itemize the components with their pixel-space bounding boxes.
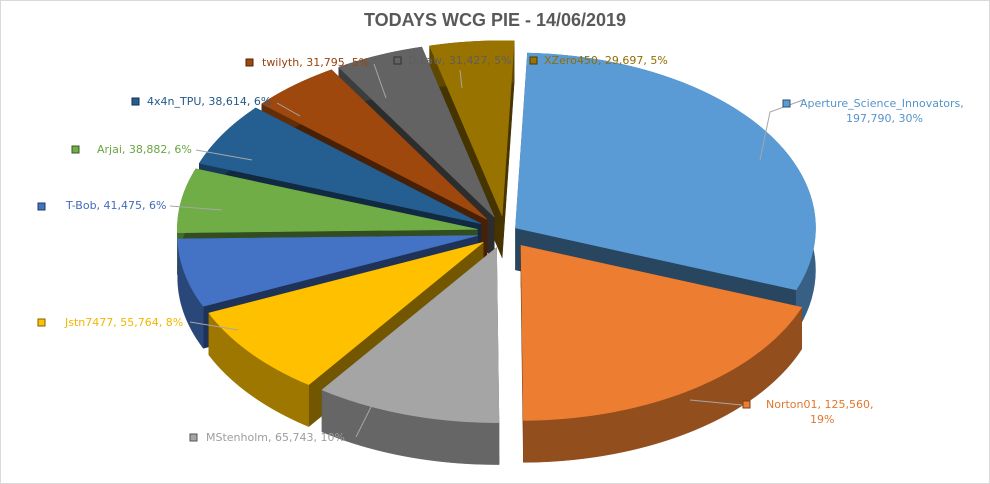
leader-line-t-bob — [169, 205, 223, 211]
data-label-jstn7477: Jstn7477, 55,764, 8% — [64, 316, 183, 329]
data-label-mstenholm: MStenholm, 65,743, 10% — [206, 431, 345, 444]
legend-key-aperture-science-innovators — [782, 99, 791, 108]
leader-line-jstn7477 — [189, 321, 239, 331]
leader-line-d-law — [459, 69, 463, 89]
data-label-aperture-science-innovators: Aperture_Science_Innovators, — [800, 97, 964, 110]
legend-key-arjai — [71, 145, 80, 154]
leader-line-norton01 — [689, 399, 743, 406]
leader-line-arjai — [195, 149, 253, 161]
legend-key-4x4n-tpu — [131, 97, 140, 106]
legend-key-xzero450 — [529, 56, 538, 65]
leader-line-mstenholm — [355, 404, 373, 438]
pie-slice-norton01 — [520, 245, 803, 463]
data-label-norton01-line2: 19% — [810, 413, 834, 426]
data-label-xzero450: XZero450, 29,697, 5% — [544, 54, 668, 67]
data-label-t-bob: T-Bob, 41,475, 6% — [65, 199, 166, 212]
legend-key-jstn7477 — [37, 318, 46, 327]
data-label-norton01: Norton01, 125,560, — [766, 398, 873, 411]
legend-key-norton01 — [742, 400, 751, 409]
legend-key-twilyth — [245, 58, 254, 67]
data-label-aperture-science-innovators-line2: 197,790, 30% — [846, 112, 923, 125]
legend-key-t-bob — [37, 202, 46, 211]
data-label-twilyth: twilyth, 31,795, 5% — [262, 56, 369, 69]
leader-line-aperture-science-innovators — [759, 99, 804, 161]
leader-line-twilyth — [373, 63, 387, 99]
legend-key-d-law — [393, 56, 402, 65]
chart-title: TODAYS WCG PIE - 14/06/2019 — [363, 10, 627, 30]
leader-line-4x4n-tpu — [276, 102, 301, 117]
pie-slice-mstenholm — [321, 246, 500, 465]
legend-key-mstenholm — [189, 433, 198, 442]
data-label-d-law: D.Law, 31,427, 5% — [408, 54, 512, 67]
data-label-4x4n-tpu: 4x4n_TPU, 38,614, 6% — [147, 95, 271, 108]
data-label-arjai: Arjai, 38,882, 6% — [97, 143, 192, 156]
